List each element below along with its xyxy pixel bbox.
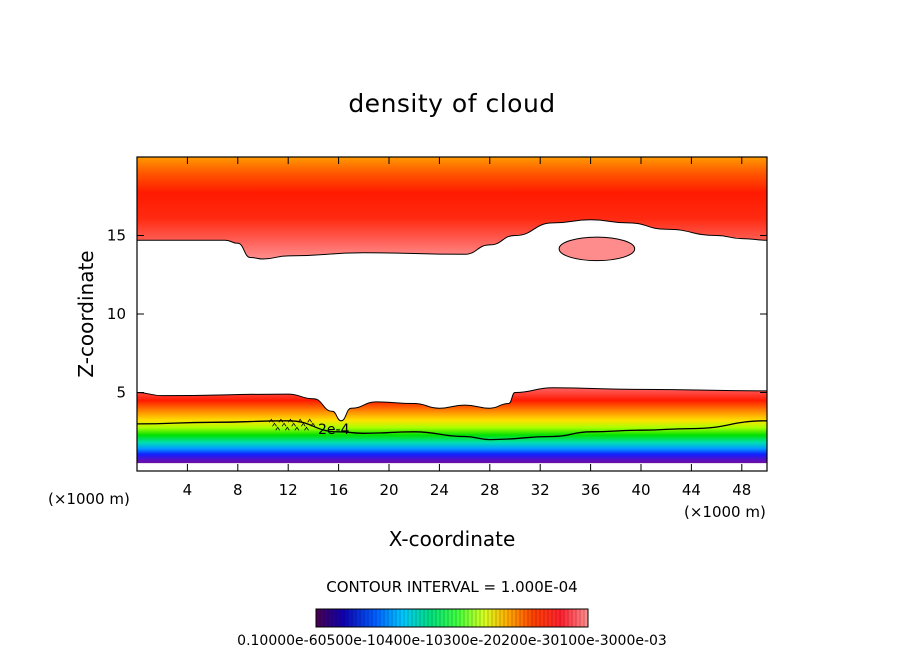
y-tick-label: 15: [107, 227, 126, 245]
hatch-mark: [304, 426, 309, 431]
x-axis-ticks: 4 8 12 16 20 24 28 32 36 40 44 48: [183, 157, 751, 499]
hatch-mark: [275, 426, 281, 431]
hatch-mark: [307, 418, 313, 423]
x-tick-label: 28: [480, 481, 499, 499]
lower-layer-contour-edge: [137, 387, 767, 422]
colorbar-labels: 0.10000e-60500e-10400e-10300e-20200e-301…: [237, 633, 667, 649]
y-tick-label: 10: [107, 305, 126, 323]
hatch-mark: [291, 422, 297, 427]
contour-line-2e-4: [137, 420, 767, 441]
upper-layer-contour-edge: [137, 219, 767, 260]
colorbar-divisions: [319, 609, 585, 627]
hatch-mark: [278, 418, 284, 423]
x-unit-left: (×1000 m): [48, 490, 130, 508]
upper-cloud-layer: [137, 157, 767, 259]
contour-hatch-marks: [268, 418, 316, 431]
x-tick-label: 40: [631, 481, 650, 499]
x-tick-label: 16: [329, 481, 348, 499]
y-axis-label: Z-coordinate: [74, 250, 98, 377]
hatch-mark: [297, 418, 303, 423]
x-unit-right: (×1000 m): [684, 503, 766, 521]
hatch-mark: [272, 422, 277, 427]
x-tick-label: 44: [682, 481, 701, 499]
y-tick-label: 5: [116, 384, 126, 402]
plot-area: [137, 157, 767, 464]
hatch-mark: [281, 422, 287, 427]
isolated-cloud-patch: [558, 236, 636, 262]
x-tick-label: 48: [732, 481, 751, 499]
x-tick-label: 32: [531, 481, 550, 499]
x-tick-label: 4: [183, 481, 193, 499]
lower-cloud-layer: [137, 387, 767, 464]
contour-interval-text: CONTOUR INTERVAL = 1.000E-04: [326, 578, 577, 596]
hatch-mark: [300, 422, 306, 427]
x-tick-label: 20: [379, 481, 398, 499]
x-tick-label: 24: [430, 481, 449, 499]
x-tick-label: 36: [581, 481, 600, 499]
hatch-mark: [310, 422, 316, 427]
y-axis-ticks: 5 10 15: [107, 227, 767, 402]
hatch-mark: [284, 426, 290, 431]
hatch-mark: [268, 418, 274, 423]
hatch-mark: [288, 418, 293, 423]
hatch-mark: [294, 426, 300, 431]
x-axis-label: X-coordinate: [389, 527, 516, 551]
x-tick-label: 8: [233, 481, 243, 499]
chart-title: density of cloud: [348, 89, 555, 118]
contour-label: 2e-4: [318, 422, 350, 438]
x-tick-label: 12: [279, 481, 298, 499]
